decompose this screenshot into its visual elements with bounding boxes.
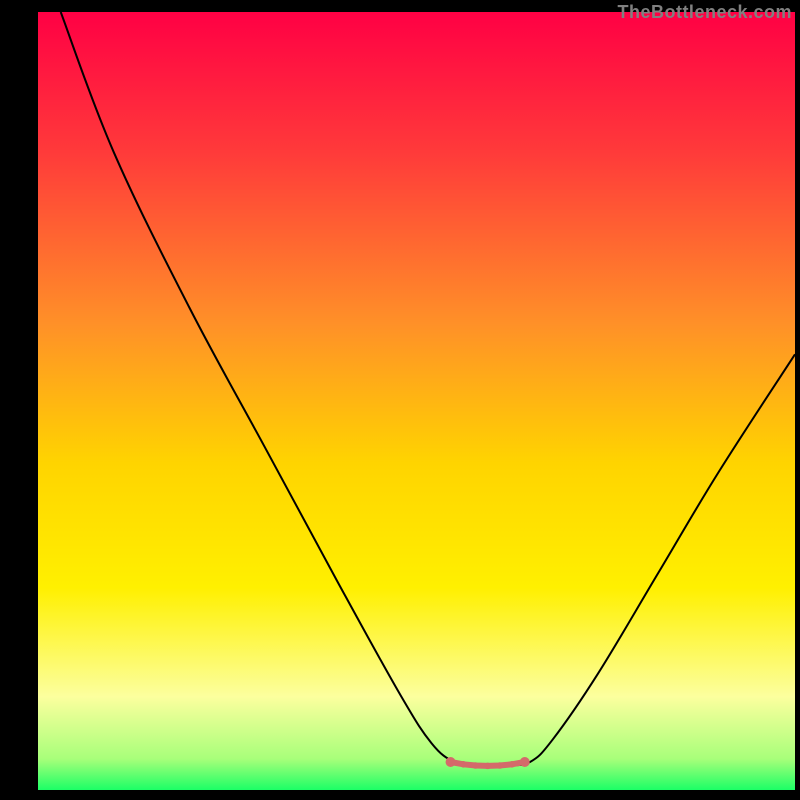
bottleneck-chart bbox=[0, 0, 800, 800]
trough-dot bbox=[509, 761, 516, 768]
trough-dot bbox=[484, 763, 491, 770]
trough-dot bbox=[447, 759, 454, 766]
watermark-text: TheBottleneck.com bbox=[617, 2, 792, 23]
trough-dot bbox=[521, 759, 528, 766]
trough-dot bbox=[460, 761, 467, 768]
chart-background bbox=[38, 12, 795, 790]
trough-dot bbox=[496, 762, 503, 769]
trough-dot bbox=[472, 762, 479, 769]
